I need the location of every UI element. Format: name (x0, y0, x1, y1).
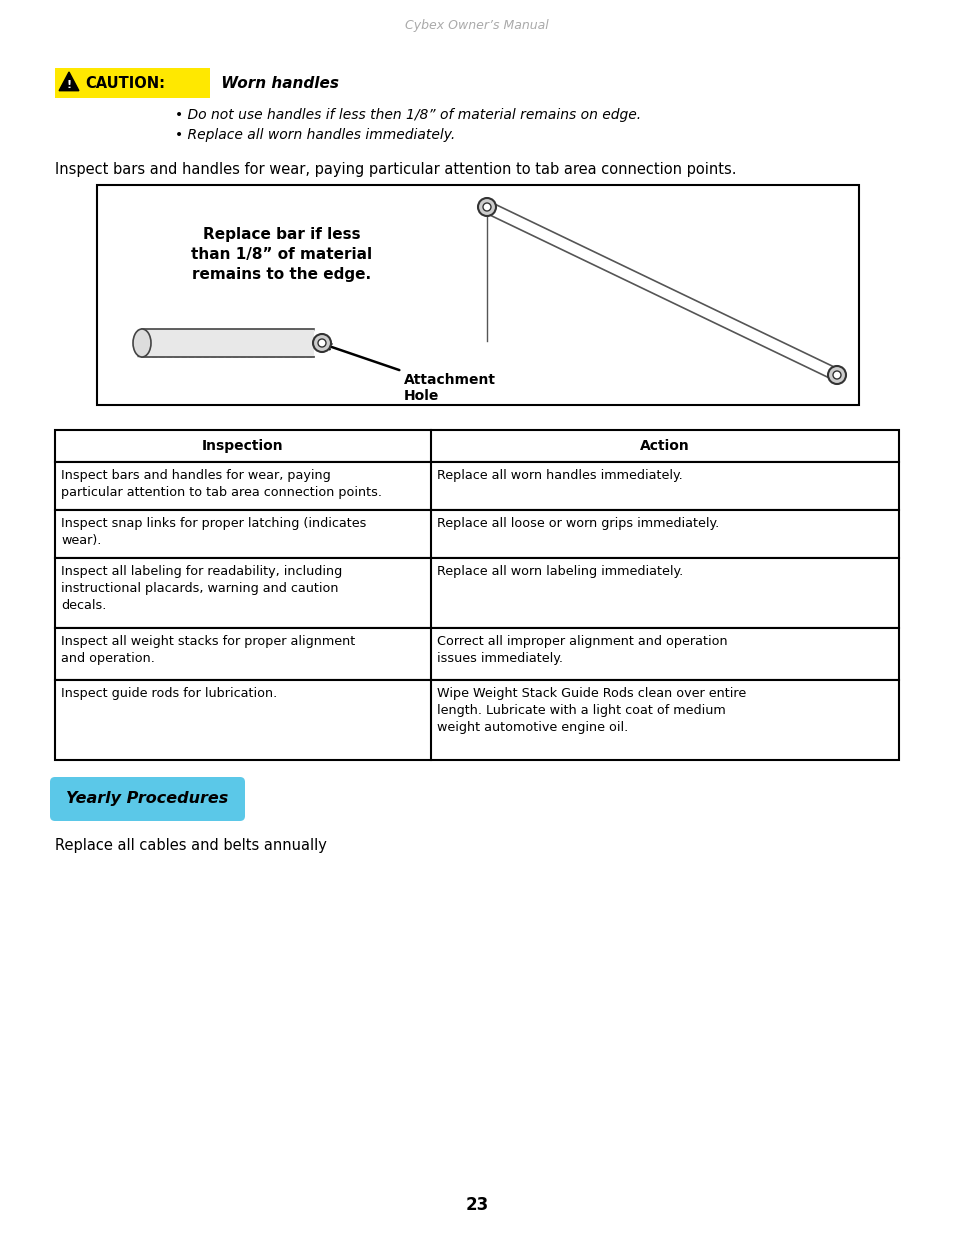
Circle shape (317, 338, 326, 347)
Text: Inspect bars and handles for wear, paying particular attention to tab area conne: Inspect bars and handles for wear, payin… (55, 162, 736, 177)
FancyBboxPatch shape (55, 680, 898, 760)
Text: Attachment
Hole: Attachment Hole (403, 373, 496, 403)
Text: Replace all worn handles immediately.: Replace all worn handles immediately. (436, 469, 681, 482)
Text: Replace bar if less: Replace bar if less (203, 227, 360, 242)
Text: Inspect all weight stacks for proper alignment
and operation.: Inspect all weight stacks for proper ali… (61, 635, 355, 664)
FancyBboxPatch shape (55, 68, 210, 98)
Text: Wipe Weight Stack Guide Rods clean over entire
length. Lubricate with a light co: Wipe Weight Stack Guide Rods clean over … (436, 687, 745, 734)
Text: 23: 23 (465, 1195, 488, 1214)
FancyBboxPatch shape (50, 777, 245, 821)
Text: Cybex Owner’s Manual: Cybex Owner’s Manual (405, 19, 548, 32)
Circle shape (482, 203, 491, 211)
Text: • Do not use handles if less then 1/8” of material remains on edge.: • Do not use handles if less then 1/8” o… (174, 107, 640, 122)
FancyBboxPatch shape (55, 430, 898, 462)
FancyBboxPatch shape (97, 185, 858, 405)
FancyBboxPatch shape (55, 558, 898, 629)
FancyBboxPatch shape (55, 510, 898, 558)
Text: Inspection: Inspection (202, 438, 283, 453)
Text: • Replace all worn handles immediately.: • Replace all worn handles immediately. (174, 128, 455, 142)
FancyBboxPatch shape (55, 629, 898, 680)
FancyBboxPatch shape (142, 329, 314, 357)
Text: Yearly Procedures: Yearly Procedures (67, 792, 229, 806)
Text: Worn handles: Worn handles (215, 75, 338, 90)
Text: Inspect all labeling for readability, including
instructional placards, warning : Inspect all labeling for readability, in… (61, 564, 342, 613)
Circle shape (832, 370, 841, 379)
Ellipse shape (132, 329, 151, 357)
Text: Replace all worn labeling immediately.: Replace all worn labeling immediately. (436, 564, 682, 578)
Text: Correct all improper alignment and operation
issues immediately.: Correct all improper alignment and opera… (436, 635, 726, 664)
FancyBboxPatch shape (55, 462, 898, 510)
Circle shape (313, 333, 331, 352)
Text: Inspect snap links for proper latching (indicates
wear).: Inspect snap links for proper latching (… (61, 517, 366, 547)
Text: Action: Action (639, 438, 689, 453)
Text: !: ! (67, 80, 71, 90)
Text: Inspect bars and handles for wear, paying
particular attention to tab area conne: Inspect bars and handles for wear, payin… (61, 469, 381, 499)
Polygon shape (59, 72, 79, 90)
Text: CAUTION:: CAUTION: (85, 75, 165, 90)
Text: Replace all loose or worn grips immediately.: Replace all loose or worn grips immediat… (436, 517, 718, 530)
Text: than 1/8” of material: than 1/8” of material (192, 247, 373, 262)
Text: Inspect guide rods for lubrication.: Inspect guide rods for lubrication. (61, 687, 277, 700)
Text: remains to the edge.: remains to the edge. (193, 267, 371, 282)
Circle shape (827, 366, 845, 384)
Circle shape (477, 198, 496, 216)
Text: Replace all cables and belts annually: Replace all cables and belts annually (55, 839, 327, 853)
